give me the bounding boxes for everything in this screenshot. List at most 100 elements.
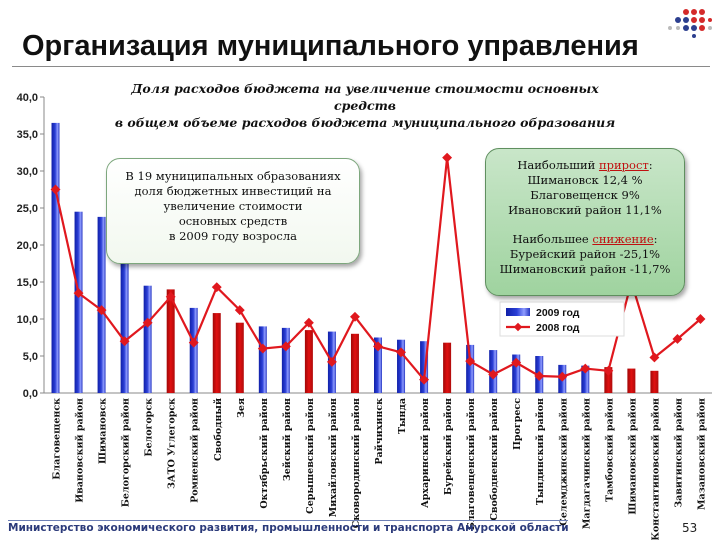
bar-2009 bbox=[350, 333, 359, 393]
category-label: Шимановский район bbox=[627, 398, 638, 515]
category-label: Белогорский район bbox=[121, 398, 132, 507]
category-label: Завитинский район bbox=[673, 398, 684, 508]
point-2008 bbox=[534, 371, 545, 381]
growth-item: Ивановский район 11,1% bbox=[508, 203, 662, 217]
category-label: Ромненский район bbox=[190, 398, 201, 503]
category-label: Тамбовский район bbox=[604, 398, 615, 502]
callout-left-line: в 2009 году возросла bbox=[168, 229, 298, 243]
y-tick-label: 10,0 bbox=[17, 314, 38, 326]
point-2008 bbox=[211, 282, 222, 293]
bar-2009 bbox=[466, 344, 475, 393]
legend-label-2008: 2008 год bbox=[536, 322, 580, 334]
point-2008 bbox=[165, 291, 176, 302]
bar-2009 bbox=[189, 307, 198, 393]
point-2008 bbox=[326, 356, 337, 367]
bar-2009 bbox=[512, 354, 521, 393]
category-label: Селемджинский район bbox=[558, 398, 569, 526]
point-2008 bbox=[303, 317, 314, 328]
category-label: ЗАТО Углегорск bbox=[167, 398, 178, 489]
category-label: Михайловский район bbox=[328, 398, 339, 517]
y-tick-label: 30,0 bbox=[17, 166, 38, 178]
growth-word: прирост bbox=[598, 158, 649, 172]
legend-swatch-2009 bbox=[506, 308, 530, 316]
category-label: Мазановский район bbox=[696, 398, 707, 510]
point-2008 bbox=[280, 341, 291, 352]
point-2008 bbox=[257, 343, 268, 354]
decline-prefix: Наибольшее bbox=[512, 232, 593, 246]
point-2008 bbox=[442, 152, 453, 163]
subtitle-line-2: в общем объеме расходов бюджета муниципа… bbox=[114, 115, 616, 130]
point-2008 bbox=[465, 356, 476, 367]
bar-2009 bbox=[650, 370, 659, 393]
bar-2009 bbox=[74, 211, 83, 393]
category-label: Райчихинск bbox=[374, 398, 385, 465]
category-label: Зея bbox=[236, 398, 247, 418]
point-2008 bbox=[188, 337, 199, 348]
category-label: Октябрьский район bbox=[259, 398, 270, 509]
bar-2009 bbox=[166, 289, 175, 393]
category-label: Свободный bbox=[213, 398, 224, 461]
point-2008 bbox=[419, 374, 430, 385]
point-2008 bbox=[234, 305, 245, 316]
callout-left-line: увеличение стоимости bbox=[163, 199, 303, 213]
growth-prefix: Наибольший bbox=[517, 158, 599, 172]
bar-2009 bbox=[443, 342, 452, 393]
page-number: 53 bbox=[682, 521, 698, 535]
category-label: Сковородинский район bbox=[351, 398, 362, 528]
growth-item: Благовещенск 9% bbox=[530, 188, 640, 202]
footer-divider bbox=[8, 520, 568, 521]
ministry-logo-icon bbox=[668, 9, 712, 38]
bar-2009 bbox=[374, 337, 382, 393]
decline-item: Бурейский район -25,1% bbox=[509, 247, 661, 261]
point-2008 bbox=[557, 371, 568, 382]
callout-investment-growth: В 19 муниципальных образованиях доля бюд… bbox=[106, 158, 360, 264]
page-title: Организация муниципального управления bbox=[22, 30, 639, 62]
category-label: Шимановск bbox=[98, 398, 109, 464]
chart-subtitle: Доля расходов бюджета на увеличение стои… bbox=[100, 80, 630, 131]
point-2008 bbox=[396, 347, 406, 358]
legend-label-2009: 2009 год bbox=[536, 307, 580, 319]
bar-2009 bbox=[97, 216, 106, 393]
bar-2009 bbox=[235, 322, 244, 393]
point-2008 bbox=[350, 311, 360, 322]
point-2008 bbox=[50, 184, 61, 195]
category-label: Магдагачинский район bbox=[581, 398, 592, 529]
bar-2009 bbox=[420, 341, 429, 393]
y-tick-label: 0,0 bbox=[23, 388, 38, 400]
y-tick-label: 35,0 bbox=[17, 129, 38, 141]
callout-left-line: основных средств bbox=[178, 214, 288, 228]
bar-2009 bbox=[581, 365, 590, 393]
point-2008 bbox=[373, 341, 383, 352]
bar-2009 bbox=[258, 326, 267, 393]
category-label: Архаринский район bbox=[420, 398, 431, 508]
legend-marker-2008 bbox=[513, 322, 523, 332]
y-tick-label: 15,0 bbox=[17, 277, 38, 289]
growth-suffix: : bbox=[648, 158, 653, 172]
bar-2009 bbox=[281, 327, 290, 393]
category-label: Серышевский район bbox=[305, 398, 316, 514]
decline-item: Шимановский район -11,7% bbox=[499, 262, 671, 276]
callout-growth-decline: Наибольший прирост: Шимановск 12,4 % Бла… bbox=[485, 148, 685, 296]
title-divider bbox=[12, 66, 710, 67]
point-2008 bbox=[649, 352, 660, 363]
category-label: Благовещенск bbox=[52, 398, 63, 480]
bar-2009 bbox=[627, 368, 636, 393]
decline-heading: Наибольшее снижение: bbox=[486, 232, 684, 247]
category-label: Константиновский район bbox=[650, 398, 661, 540]
bar-2009 bbox=[120, 263, 129, 393]
growth-item: Шимановск 12,4 % bbox=[527, 173, 643, 187]
category-label: Тындинский район bbox=[535, 398, 546, 505]
category-label: Тында bbox=[397, 398, 408, 434]
y-tick-label: 5,0 bbox=[23, 351, 38, 363]
point-2008 bbox=[603, 365, 614, 376]
bar-2009 bbox=[604, 367, 613, 393]
bar-2009 bbox=[397, 339, 406, 393]
bar-2009 bbox=[212, 313, 221, 393]
category-label: Прогресс bbox=[512, 398, 523, 450]
point-2008 bbox=[488, 369, 499, 380]
category-label: Бурейский район bbox=[443, 398, 454, 495]
point-2008 bbox=[580, 363, 591, 374]
callout-left-line: В 19 муниципальных образованиях bbox=[125, 169, 341, 183]
decline-word: снижение bbox=[592, 232, 654, 246]
